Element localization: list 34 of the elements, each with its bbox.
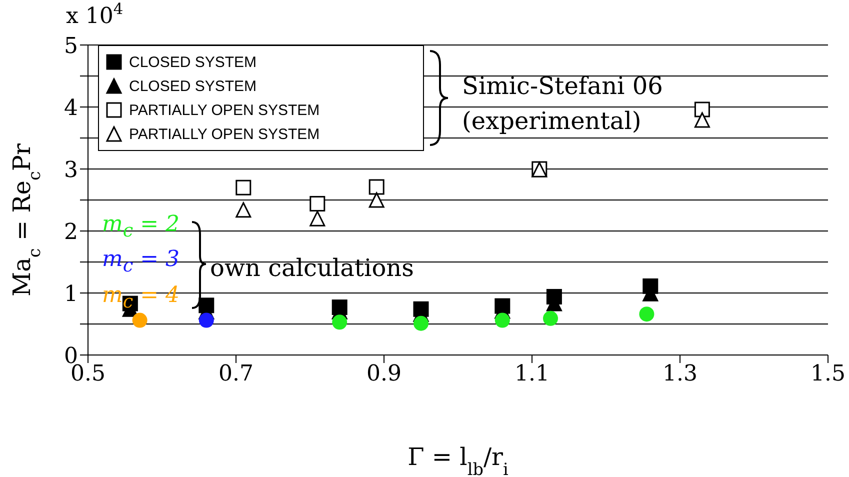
point [132,312,148,328]
legend-label: CLOSED SYSTEM [129,54,257,70]
annotation: own calculations [210,254,414,282]
point [694,102,710,118]
point [639,306,654,322]
x-tick-label: 0.9 [366,362,402,387]
point [694,112,710,128]
point [198,312,214,328]
point [414,316,428,331]
y-tick-label: 1 [64,282,78,307]
x-tick-label: 1.1 [514,362,550,387]
point [543,310,558,326]
x-axis-title: Γ = l$_{lb}$/r$_{i}$ [408,443,508,477]
y-tick-label: 4 [64,96,78,121]
point [310,210,326,226]
point [236,180,252,196]
point [236,202,252,218]
point [368,179,384,195]
x-tick-label: 0.7 [218,362,254,387]
text: x 10$^{4}$ [66,0,124,29]
legend-label: PARTIALLY OPEN SYSTEM [129,102,320,118]
x-tick-label: 1.5 [810,362,846,387]
y-tick-label: 2 [64,220,78,245]
y-tick-label: 5 [64,34,78,59]
annotation: Simic-Stefani 06 [462,72,663,100]
legend-label: PARTIALLY OPEN SYSTEM [129,126,320,142]
y-tick-label: 3 [64,158,78,183]
point [310,196,326,212]
point [494,312,510,328]
legend-label: CLOSED SYSTEM [129,78,257,94]
point [368,192,384,208]
x-tick-label: 1.3 [662,362,698,387]
annotation: (experimental) [462,107,642,135]
point [332,314,348,330]
